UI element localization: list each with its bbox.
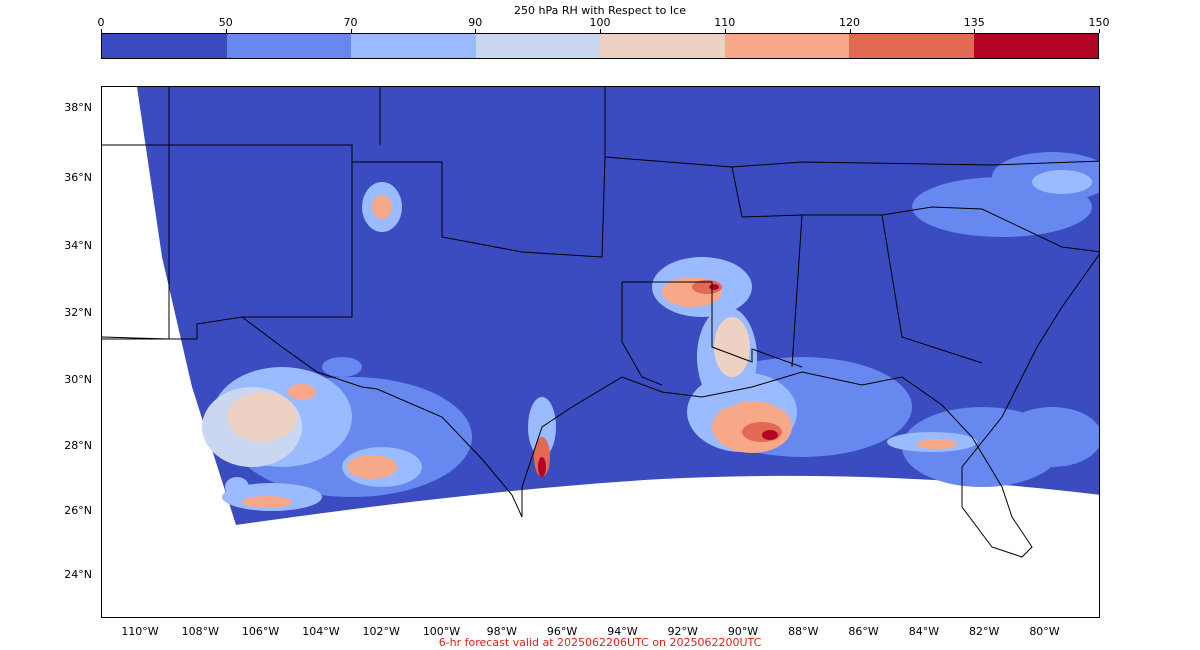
map-canvas — [102, 87, 1099, 558]
colorbar-tick-label: 90 — [468, 16, 483, 29]
boundary-line — [622, 281, 803, 368]
rh-contour — [1032, 170, 1092, 194]
longitude-label: 86°W — [848, 625, 879, 638]
longitude-label: 108°W — [181, 625, 219, 638]
longitude-label: 98°W — [486, 625, 517, 638]
boundary-line — [241, 316, 523, 518]
colorbar-segment — [475, 34, 600, 58]
rh-contour — [227, 392, 297, 442]
colorbar-tick-label: 100 — [589, 16, 611, 29]
colorbar-segment — [600, 34, 725, 58]
rh-contour — [762, 430, 778, 440]
rh-field — [137, 87, 1099, 525]
rh-contour — [288, 384, 316, 400]
state-boundaries — [102, 87, 1099, 558]
colorbar-tick-mark — [225, 29, 227, 33]
longitude-label: 92°W — [667, 625, 698, 638]
colorbar-tick-label: 120 — [839, 16, 860, 29]
colorbar-tick-label: 135 — [963, 16, 985, 29]
rh-contour — [372, 195, 392, 219]
rh-contour — [225, 477, 249, 497]
boundary-line — [621, 282, 663, 386]
boundary-line — [102, 144, 353, 317]
latitude-label: 24°N — [64, 568, 92, 581]
longitude-label: 84°W — [908, 625, 940, 638]
longitude-label: 100°W — [422, 625, 461, 638]
colorbar-segment — [849, 34, 974, 58]
latitude-label: 26°N — [64, 504, 92, 517]
latitude-label: 34°N — [64, 239, 92, 252]
map-frame — [101, 86, 1100, 618]
boundary-line — [731, 160, 1099, 168]
longitude-label: 88°W — [788, 625, 819, 638]
colorbar-tick-mark — [724, 29, 726, 33]
boundary-line — [521, 376, 623, 517]
colorbar-tick-label: 150 — [1088, 16, 1110, 29]
boundary-line — [102, 336, 170, 340]
rh-contour — [322, 357, 362, 377]
rh-contour — [714, 317, 750, 377]
longitude-label: 82°W — [969, 625, 1000, 638]
rh-contour — [692, 280, 722, 294]
latitude-label: 38°N — [64, 101, 92, 114]
rh-contour — [538, 457, 546, 477]
colorbar-segment — [724, 34, 849, 58]
colorbar-tick-label: 110 — [714, 16, 736, 29]
latitude-label: 28°N — [64, 439, 92, 452]
boundary-line — [791, 214, 803, 368]
colorbar-tick-mark — [1099, 29, 1100, 33]
colorbar-tick-mark — [974, 29, 976, 33]
colorbar-tick-mark — [475, 29, 477, 33]
longitude-label: 90°W — [727, 625, 759, 638]
colorbar-segment — [226, 34, 351, 58]
longitude-label: 110°W — [121, 625, 159, 638]
colorbar-tick-label: 70 — [343, 16, 358, 29]
colorbar-title: 250 hPa RH with Respect to Ice — [514, 4, 686, 17]
latitude-label: 30°N — [64, 373, 92, 386]
boundary-line — [881, 214, 983, 364]
longitude-label: 94°W — [607, 625, 638, 638]
boundary-line — [621, 253, 1099, 558]
longitude-label: 80°W — [1029, 625, 1060, 638]
rh-contour — [917, 439, 957, 449]
longitude-label: 96°W — [546, 625, 578, 638]
longitude-label: 102°W — [362, 625, 400, 638]
rh-contour — [347, 455, 397, 479]
colorbar-tick-label: 50 — [218, 16, 233, 29]
colorbar-tick-mark — [101, 29, 102, 33]
latitude-label: 36°N — [64, 171, 92, 184]
rh-contour — [1002, 407, 1099, 467]
longitude-label: 104°W — [302, 625, 340, 638]
colorbar-tick-mark — [350, 29, 352, 33]
colorbar-tick-label: 0 — [97, 16, 105, 29]
latitude-label: 32°N — [64, 306, 92, 319]
colorbar-segment — [973, 34, 1098, 58]
colorbar-tick-mark — [849, 29, 851, 33]
colorbar-tick-mark — [600, 29, 601, 33]
rh-contour — [709, 284, 719, 290]
colorbar — [101, 33, 1099, 59]
longitude-label: 106°W — [241, 625, 280, 638]
rh-contour — [242, 496, 292, 508]
forecast-caption: 6-hr forecast valid at 2025062206UTC on … — [438, 636, 762, 649]
colorbar-segment — [102, 34, 227, 58]
colorbar-segment — [351, 34, 476, 58]
